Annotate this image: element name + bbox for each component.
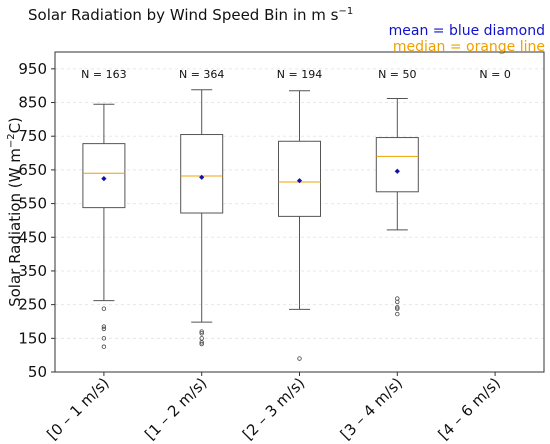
x-axis-ticks: [0 – 1 m/s) [1 – 2 m/s) [2 – 3 m/s) [3 – 4 …: [43, 372, 504, 443]
legend-mean-label: mean = blue diamond: [389, 23, 545, 39]
outlier-point: [101, 306, 107, 311]
outlier-point: [199, 336, 204, 341]
y-tick-label: 50: [28, 363, 47, 381]
n-count-label: N = 163: [81, 68, 126, 81]
x-tick-label: [0 – 1 m/s): [43, 374, 112, 443]
y-axis-label: Solar Radiation (W m−2C): [6, 117, 24, 307]
y-tick-label: 950: [18, 60, 47, 78]
iqr-box: [375, 137, 419, 193]
outlier-point: [199, 340, 204, 345]
x-tick-label: [4 – 6 m/s): [435, 374, 504, 443]
outlier-point: [101, 326, 107, 332]
iqr-box: [82, 143, 126, 209]
y-axis-ticks: 50 150 250 350 450 550 650 750 850 950: [18, 60, 55, 381]
outlier-point: [101, 324, 107, 329]
box-group: N = 50: [375, 68, 419, 317]
y-tick-label: 650: [18, 161, 47, 179]
legend-median-label: median = orange line: [393, 39, 545, 55]
outlier-point: [199, 329, 204, 334]
outlier-point: [199, 341, 204, 347]
y-tick-label: 750: [18, 127, 47, 145]
outlier-point: [395, 306, 400, 311]
outlier-point: [101, 336, 107, 341]
x-tick-label: [2 – 3 m/s): [239, 374, 308, 443]
iqr-box: [278, 140, 321, 217]
box-group: N = 364: [179, 68, 224, 347]
y-tick-label: 850: [18, 94, 47, 112]
outlier-point: [395, 299, 400, 305]
mean-marker: [394, 168, 400, 174]
outlier-point: [199, 331, 204, 336]
box-group: N = 163: [81, 68, 127, 349]
n-count-label: N = 194: [277, 68, 322, 81]
n-count-label: N = 50: [378, 68, 416, 81]
mean-marker: [296, 178, 303, 184]
outlier-point: [101, 344, 107, 349]
mean-marker: [199, 174, 205, 180]
y-tick-label: 450: [18, 228, 47, 246]
x-tick-label: [3 – 4 m/s): [337, 374, 406, 443]
n-count-label: N = 364: [179, 68, 224, 81]
chart-title: Solar Radiation by Wind Speed Bin in m s…: [28, 6, 353, 24]
box-group: N = 194: [277, 68, 322, 361]
y-tick-label: 350: [18, 262, 47, 280]
y-tick-label: 250: [18, 296, 47, 314]
y-tick-label: 550: [18, 195, 47, 213]
box-series: N = 163 N = 364 N = 194 N = 50 N = 0: [81, 68, 511, 361]
x-tick-label: [1 – 2 m/s): [141, 374, 210, 443]
n-count-label: N = 0: [479, 68, 510, 81]
outlier-point: [395, 311, 400, 317]
iqr-box: [180, 134, 224, 214]
box-group: N = 0: [479, 68, 510, 81]
y-tick-label: 150: [18, 329, 47, 347]
mean-marker: [101, 176, 107, 182]
outlier-point: [395, 305, 400, 310]
outlier-point: [297, 356, 302, 361]
